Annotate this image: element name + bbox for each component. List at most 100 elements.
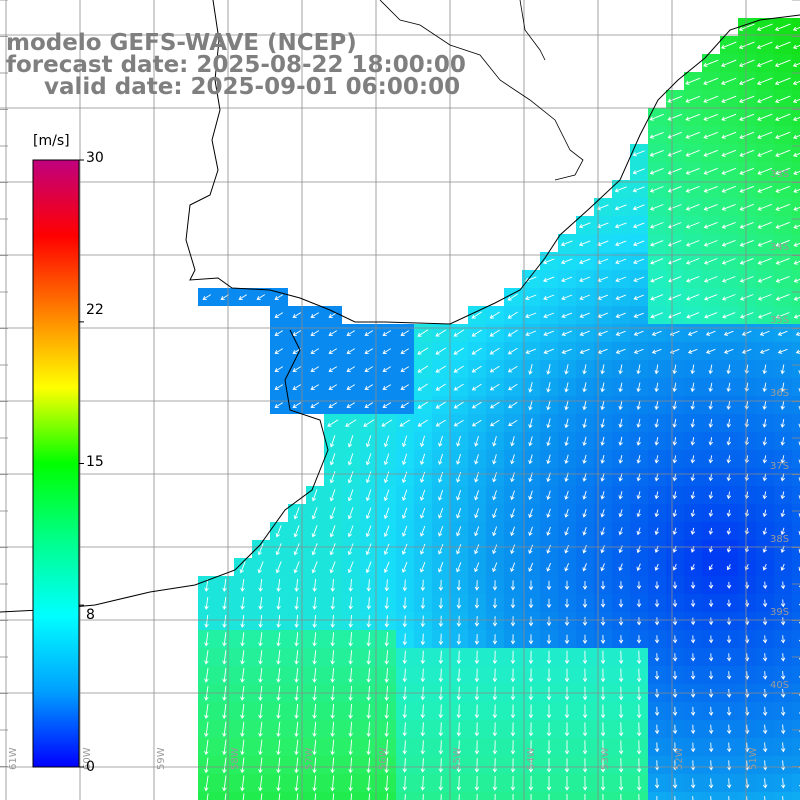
wind-arrow bbox=[312, 578, 317, 592]
wind-arrow bbox=[618, 454, 623, 464]
wind-arrow bbox=[438, 435, 444, 447]
wind-arrow bbox=[672, 653, 678, 662]
wind-arrow bbox=[546, 722, 552, 737]
wind-arrow bbox=[690, 778, 696, 789]
wind-arrow bbox=[672, 509, 678, 518]
wind-arrow bbox=[489, 311, 500, 319]
wind-arrow bbox=[722, 312, 736, 319]
wind-arrow bbox=[708, 437, 714, 446]
wind-arrow bbox=[437, 562, 444, 573]
wind-arrow bbox=[382, 384, 392, 390]
wind-arrow bbox=[329, 507, 336, 520]
wind-arrow bbox=[456, 758, 462, 773]
wind-arrow bbox=[618, 740, 624, 755]
wind-arrow bbox=[510, 544, 516, 555]
wind-arrow bbox=[654, 418, 659, 428]
wind-arrow bbox=[366, 579, 372, 592]
wind-arrow bbox=[633, 312, 644, 318]
wind-arrow bbox=[720, 41, 737, 50]
wind-arrow bbox=[708, 491, 714, 500]
wind-arrow bbox=[780, 400, 785, 411]
wind-arrow bbox=[636, 418, 641, 428]
wind-arrow bbox=[438, 758, 444, 773]
wind-arrow bbox=[258, 650, 263, 665]
wind-arrow bbox=[293, 507, 300, 520]
wind-arrow bbox=[600, 758, 606, 773]
wind-arrow bbox=[708, 599, 714, 608]
wind-arrow bbox=[471, 383, 482, 391]
wind-arrow bbox=[330, 632, 335, 647]
longitude-label: 53W bbox=[600, 747, 611, 770]
wind-arrow bbox=[741, 330, 752, 336]
wind-arrow bbox=[296, 793, 299, 800]
wind-arrow bbox=[654, 778, 660, 789]
field-cell bbox=[702, 792, 720, 800]
country-border bbox=[379, 0, 584, 181]
wind-arrow bbox=[721, 294, 736, 301]
wind-arrow bbox=[276, 739, 281, 756]
wind-arrow bbox=[366, 650, 371, 665]
wind-arrow bbox=[726, 617, 732, 626]
wind-arrow bbox=[489, 383, 500, 391]
wind-arrow bbox=[275, 561, 282, 574]
wind-arrow bbox=[489, 347, 500, 355]
wind-arrow bbox=[510, 508, 515, 519]
wind-arrow bbox=[240, 739, 245, 756]
wind-arrow bbox=[654, 599, 660, 608]
wind-arrow bbox=[329, 561, 336, 574]
wind-arrow bbox=[474, 435, 479, 447]
wind-arrow bbox=[453, 347, 465, 355]
wind-arrow bbox=[474, 704, 480, 719]
wind-arrow bbox=[508, 420, 518, 427]
wind-arrow bbox=[346, 366, 356, 372]
wind-arrow bbox=[401, 543, 408, 555]
wind-arrow bbox=[274, 312, 284, 318]
wind-arrow bbox=[402, 633, 408, 646]
wind-arrow bbox=[775, 131, 791, 139]
wind-arrow bbox=[546, 634, 552, 645]
wind-arrow bbox=[704, 312, 718, 319]
wind-arrow bbox=[721, 258, 736, 265]
wind-arrow bbox=[366, 703, 371, 719]
wind-arrow bbox=[654, 509, 660, 518]
wind-arrow bbox=[582, 722, 588, 737]
field-cell bbox=[666, 792, 684, 800]
wind-arrow bbox=[564, 758, 570, 773]
wind-arrow bbox=[654, 635, 660, 644]
field-cell bbox=[792, 576, 800, 594]
wind-arrow bbox=[704, 294, 718, 301]
wind-arrow bbox=[546, 650, 552, 665]
wind-arrow bbox=[708, 617, 714, 626]
wind-arrow bbox=[546, 436, 551, 447]
wind-arrow bbox=[795, 331, 800, 336]
wind-arrow bbox=[685, 240, 700, 247]
wind-arrow bbox=[798, 423, 800, 428]
wind-arrow bbox=[582, 508, 587, 518]
wind-arrow bbox=[798, 459, 800, 464]
wind-arrow bbox=[762, 760, 768, 771]
wind-arrow bbox=[723, 348, 734, 354]
wind-arrow bbox=[615, 240, 627, 247]
wind-arrow bbox=[618, 599, 624, 608]
wind-arrow bbox=[401, 561, 408, 573]
wind-arrow bbox=[654, 653, 660, 662]
wind-arrow bbox=[507, 365, 518, 373]
wind-arrow bbox=[366, 597, 372, 610]
wind-arrow bbox=[507, 347, 518, 355]
wind-arrow bbox=[690, 364, 695, 375]
latitude-label: 40S bbox=[770, 680, 789, 691]
wind-arrow bbox=[649, 113, 664, 121]
wind-arrow bbox=[775, 149, 791, 157]
wind-arrow bbox=[600, 776, 606, 791]
field-cell bbox=[198, 792, 216, 800]
wind-arrow bbox=[402, 776, 407, 791]
wind-arrow bbox=[435, 347, 447, 355]
wind-arrow bbox=[458, 794, 460, 800]
wind-arrow bbox=[420, 633, 426, 646]
wind-arrow bbox=[293, 525, 300, 538]
wind-arrow bbox=[582, 668, 588, 683]
wind-arrow bbox=[777, 348, 788, 354]
wind-arrow bbox=[528, 400, 533, 411]
wind-arrow bbox=[726, 742, 732, 753]
